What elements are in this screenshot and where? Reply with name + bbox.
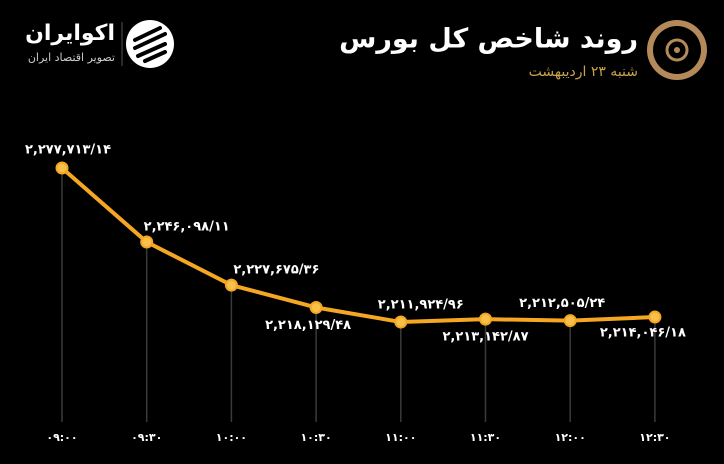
x-tick-label: ۱۰:۳۰ bbox=[300, 431, 331, 444]
point bbox=[140, 235, 154, 249]
x-tick-label: ۱۲:۰۰ bbox=[555, 431, 586, 444]
x-tick-label: ۰۹:۳۰ bbox=[131, 431, 162, 444]
x-tick-label: ۱۱:۳۰ bbox=[470, 431, 501, 444]
data-label: ۲,۲۱۸,۱۲۹/۴۸ bbox=[265, 318, 351, 333]
x-tick-label: ۱۰:۰۰ bbox=[216, 431, 247, 444]
brand-tagline: تصویر اقتصاد ایران bbox=[28, 51, 115, 64]
line bbox=[60, 166, 655, 324]
data-label: ۲,۲۷۷,۷۱۳/۱۴ bbox=[25, 143, 111, 158]
data-label: ۲,۲۱۲,۵۰۵/۲۴ bbox=[519, 296, 605, 311]
data-label: ۲,۲۲۷,۶۷۵/۳۶ bbox=[233, 263, 319, 278]
x-tick-label: ۰۹:۰۰ bbox=[46, 431, 77, 444]
chart-title: روند شاخص کل بورس bbox=[339, 24, 638, 55]
brand-name: اکوایران bbox=[25, 21, 115, 46]
point bbox=[55, 161, 69, 175]
point bbox=[394, 315, 408, 329]
point bbox=[309, 300, 323, 314]
point bbox=[224, 278, 238, 292]
point bbox=[479, 312, 492, 326]
brand-icon bbox=[126, 20, 174, 68]
point bbox=[648, 310, 662, 324]
data-label: ۲,۲۱۴,۰۴۶/۱۸ bbox=[600, 326, 686, 341]
data-label: ۲,۲۱۱,۹۲۴/۹۶ bbox=[378, 298, 464, 313]
data-label: ۲,۲۴۶,۰۹۸/۱۱ bbox=[144, 220, 230, 235]
point bbox=[563, 314, 577, 328]
x-tick-label: ۱۱:۰۰ bbox=[385, 431, 416, 444]
chart-subtitle: شنبه ۲۳ اردیبهشت bbox=[529, 64, 638, 80]
data-label: ۲,۲۱۳,۱۴۲/۸۷ bbox=[442, 330, 528, 345]
x-tick-label: ۱۲:۳۰ bbox=[639, 431, 670, 444]
emblem bbox=[647, 20, 707, 80]
